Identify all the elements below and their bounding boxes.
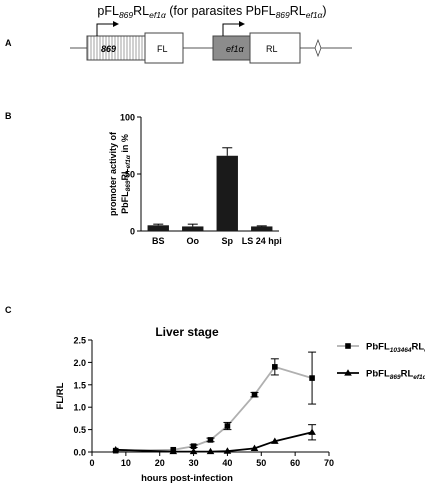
line-chart: 0.0 0.5 1.0 1.5 2.0 2.5 0 10 20 30 40 50 60 70 (73, 336, 334, 469)
data-point-triangle (250, 444, 259, 452)
gene-rl-label: RL (266, 44, 278, 54)
promoter-ef1a-label: ef1α (226, 44, 245, 54)
data-point-square (272, 364, 278, 370)
bar-chart: 0 50 100 BS Oo Sp LS 24 hpi (120, 113, 282, 247)
data-point-square (224, 423, 231, 429)
data-point-square (190, 443, 197, 449)
line-y-tick-label: 2.5 (73, 336, 86, 346)
line-y-tick-label: 0.0 (73, 448, 86, 458)
transcription-arrow-2 (222, 23, 241, 36)
bar-category-label: Oo (187, 236, 200, 246)
data-point-triangle (223, 447, 232, 454)
data-point-triangle (169, 447, 178, 455)
line-y-tick-label: 0.5 (73, 425, 86, 435)
line-x-tick-label: 10 (121, 458, 131, 468)
transcription-arrow-1 (96, 23, 115, 36)
line-x-tick-label: 50 (256, 458, 266, 468)
panel-b-letter: B (5, 111, 12, 121)
bar-y-axis-label: promoter activity of PbFL869RLef1α in % (108, 131, 132, 216)
series-line-2 (115, 431, 313, 453)
panel-c-letter: C (5, 305, 12, 315)
line-x-tick-label: 40 (222, 458, 232, 468)
data-point-triangle (111, 445, 120, 453)
line-y-axis-label: FL/RL (55, 382, 66, 409)
bar-category-label: BS (152, 236, 165, 246)
line-x-tick-label: 70 (324, 458, 334, 468)
line-x-axis-label: hours post-infection (141, 473, 233, 484)
bar-y-label-line2: PbFL869RLef1α in % (120, 134, 132, 214)
bar-y-tick-label: 100 (120, 113, 135, 123)
bar-y-tick-label: 50 (125, 170, 135, 180)
data-point-triangle (206, 447, 215, 455)
terminator-2 (314, 38, 322, 58)
legend-label: PbFL103464RLef1α (366, 342, 425, 355)
line-y-tick-label: 1.0 (73, 403, 86, 413)
line-chart-legend: PbFL103464RLef1α PbFL869RLef1α (337, 342, 425, 382)
bar-category-label: LS 24 hpi (242, 236, 282, 246)
legend-marker-square (345, 343, 351, 349)
line-y-tick-label: 1.5 (73, 380, 86, 390)
data-point-triangle (271, 437, 279, 444)
data-point-square (309, 375, 315, 381)
bar-y-label-line1: promoter activity of (108, 131, 118, 216)
legend-label: PbFL869RLef1α (366, 369, 425, 382)
line-x-tick-label: 60 (290, 458, 300, 468)
gene-rl-box (249, 32, 301, 64)
promoter-869-label: 869 (101, 44, 116, 54)
series-line-1 (115, 365, 313, 452)
panel-a-letter: A (5, 38, 12, 48)
line-x-tick-label: 30 (189, 458, 199, 468)
gene-fl-label: FL (157, 44, 168, 54)
arrowhead-2 (239, 21, 245, 27)
bar (251, 226, 273, 231)
line-y-tick-label: 2.0 (73, 358, 86, 368)
bar-y-tick-label: 0 (130, 227, 135, 237)
bar-category-label: Sp (221, 236, 233, 246)
line-chart-title: Liver stage (155, 325, 219, 339)
bar (182, 226, 204, 231)
line-x-tick-label: 20 (155, 458, 165, 468)
gene-fl-box (144, 32, 184, 64)
arrowhead-1 (113, 21, 119, 27)
line-x-tick-label: 0 (89, 458, 94, 468)
legend-marker-triangle (344, 369, 352, 376)
data-point-square (207, 437, 214, 443)
construct-diagram: 869 FL ef1α RL (70, 21, 352, 64)
data-point-square (251, 391, 258, 398)
bar (147, 225, 169, 231)
panel-a-title: pFL869RLef1α (for parasites PbFL869RLef1… (97, 4, 326, 20)
data-point-triangle (189, 447, 198, 455)
data-point-triangle (308, 428, 316, 435)
bar (216, 155, 238, 231)
